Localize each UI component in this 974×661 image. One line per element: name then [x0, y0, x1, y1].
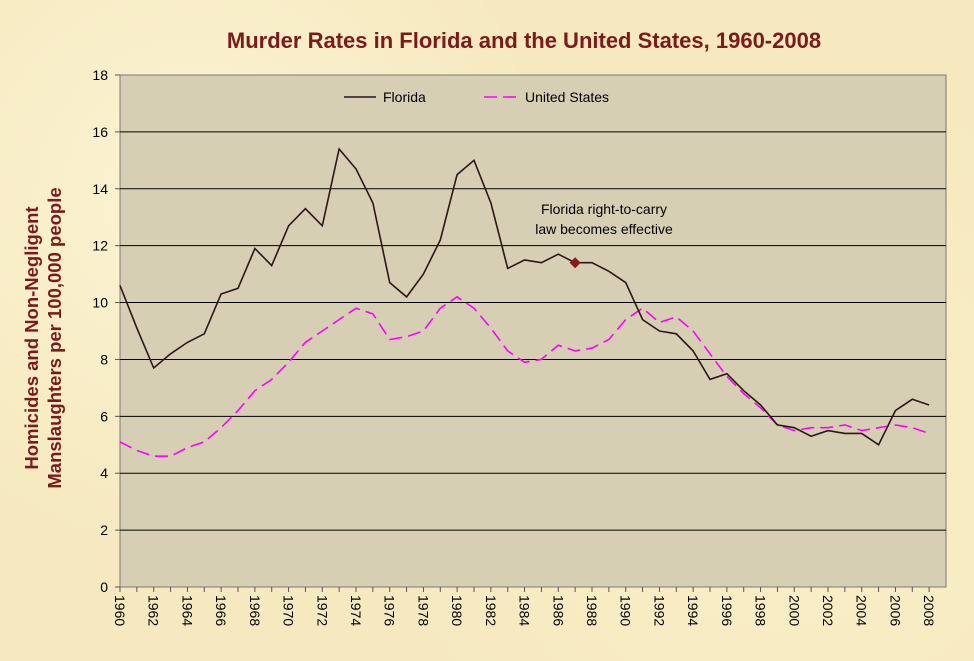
- annotation-diamond: [569, 257, 581, 269]
- x-tick-label-1996: 1996: [719, 595, 735, 626]
- annotation-marker: [569, 257, 581, 269]
- x-tick-label-2006: 2006: [887, 595, 903, 626]
- y-tick-label-2: 2: [100, 522, 108, 538]
- chart-title: Murder Rates in Florida and the United S…: [227, 28, 821, 53]
- x-tick-label-1986: 1986: [550, 595, 566, 626]
- y-axis-label-line1: Homicides and Non-Negligent: [21, 206, 42, 469]
- x-tick-label-2008: 2008: [921, 595, 937, 626]
- y-tick-label-10: 10: [92, 295, 108, 311]
- annotation-line2: law becomes effective: [535, 221, 673, 237]
- x-tick-label-1972: 1972: [314, 595, 330, 626]
- x-tick-label-1984: 1984: [517, 595, 533, 626]
- x-tick-label-2000: 2000: [786, 595, 802, 626]
- x-tick-label-1970: 1970: [281, 595, 297, 626]
- series-line-florida: [119, 147, 930, 446]
- x-tick-label-1990: 1990: [618, 595, 634, 626]
- y-tick-label-12: 12: [92, 238, 108, 254]
- x-tick-label-1994: 1994: [685, 595, 701, 626]
- y-tick-label-6: 6: [100, 408, 108, 424]
- y-tick-label-14: 14: [92, 181, 108, 197]
- x-tick-label-1982: 1982: [483, 595, 499, 626]
- x-tick-label-1962: 1962: [146, 595, 162, 626]
- x-axis-ticks: 1960 1962 1964 1966 1968 1970 1972 1974 1976 1978…: [112, 587, 937, 626]
- x-tick-label-1974: 1974: [348, 595, 364, 626]
- plot-area: [119, 74, 947, 588]
- y-tick-label-16: 16: [92, 124, 108, 140]
- x-tick-label-1964: 1964: [179, 595, 195, 626]
- x-tick-label-1968: 1968: [247, 595, 263, 626]
- x-tick-label-1976: 1976: [382, 595, 398, 626]
- x-tick-label-2004: 2004: [854, 595, 870, 626]
- x-tick-label-1960: 1960: [112, 595, 128, 626]
- legend-label-united-states: United States: [525, 89, 609, 105]
- y-axis-ticks: 0 2 4 6 8 10 12 14 16 18: [92, 67, 120, 595]
- annotation-line1: Florida right-to-carry: [541, 201, 667, 217]
- x-tick-label-1980: 1980: [449, 595, 465, 626]
- y-tick-label-18: 18: [92, 67, 108, 83]
- legend-label-florida: Florida: [383, 89, 426, 105]
- x-tick-label-1992: 1992: [651, 595, 667, 626]
- x-tick-label-2002: 2002: [820, 595, 836, 626]
- y-tick-label-4: 4: [100, 465, 108, 481]
- y-tick-label-8: 8: [100, 351, 108, 367]
- series-line-united-states: [119, 295, 930, 457]
- x-tick-label-1998: 1998: [753, 595, 769, 626]
- y-axis-label-line2: Manslaughters per 100,000 people: [44, 187, 65, 488]
- y-tick-label-0: 0: [100, 579, 108, 595]
- x-tick-label-1988: 1988: [584, 595, 600, 626]
- x-tick-label-1978: 1978: [415, 595, 431, 626]
- gridlines: [120, 131, 946, 531]
- x-tick-label-1966: 1966: [213, 595, 229, 626]
- legend: Florida United States: [344, 89, 609, 105]
